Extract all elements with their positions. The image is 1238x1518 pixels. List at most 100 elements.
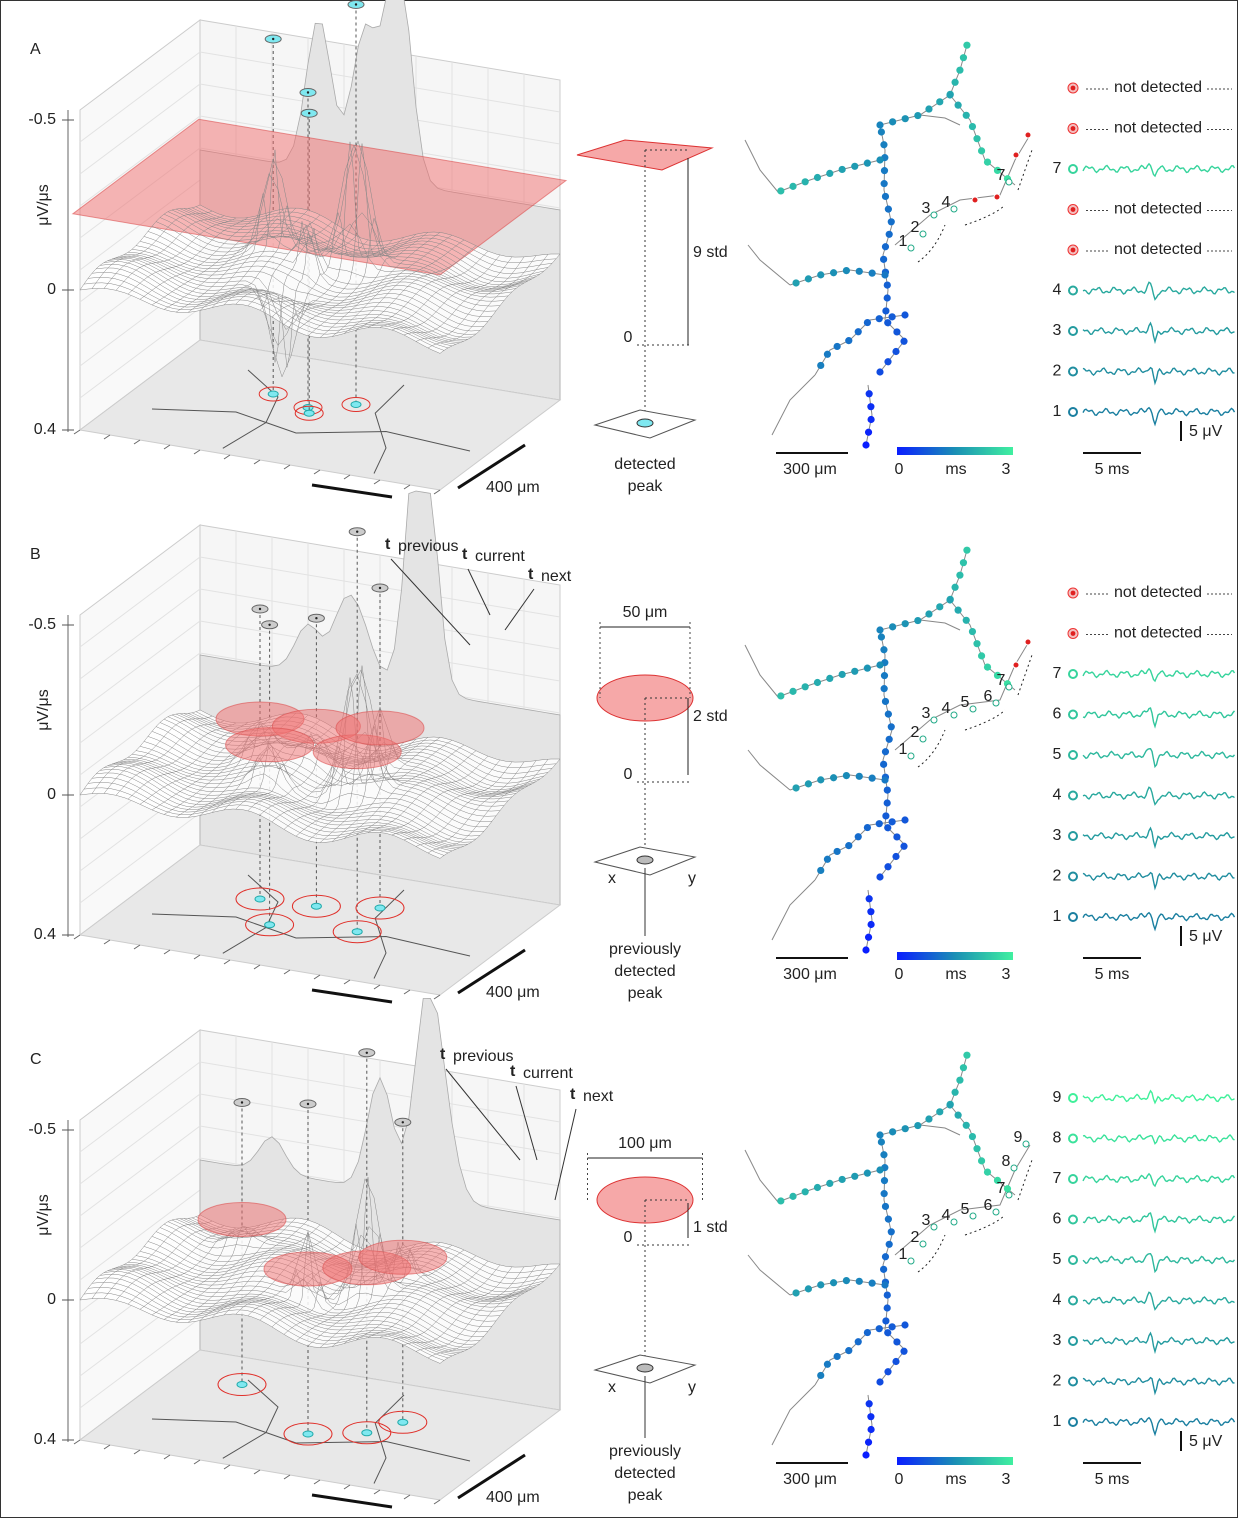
scale-label: 400 μm (486, 1489, 540, 1506)
time-label: t (510, 1063, 516, 1080)
trace-marker (1071, 591, 1076, 596)
axon-electrode (876, 1166, 883, 1173)
floor-tick (164, 445, 170, 449)
axon-electrode (792, 1289, 799, 1296)
axon-electrode (830, 774, 837, 781)
colorbar-label: ms (945, 461, 966, 478)
axon-electrode (884, 1329, 891, 1336)
numbered-electrode (1006, 684, 1012, 690)
threshold-zero: 0 (624, 329, 633, 346)
electrode-number: 5 (961, 694, 970, 711)
floor-peak (304, 410, 314, 416)
peak-spot (637, 1364, 653, 1372)
electrode-number: 1 (899, 1246, 908, 1263)
axon-electrode (881, 776, 888, 783)
propagation-arrow (918, 730, 945, 767)
trace-marker (1069, 1378, 1077, 1386)
trace-marker (1069, 165, 1077, 173)
floor-tick (134, 1450, 140, 1454)
floor-tick (74, 430, 80, 434)
numbered-electrode (951, 712, 957, 718)
numbered-electrode (920, 736, 926, 742)
axon-electrode (817, 362, 824, 369)
axon-electrode (984, 1168, 991, 1175)
axon-electrode (955, 607, 962, 614)
axon-electrode (882, 1317, 889, 1324)
y-tick-label: -0.5 (28, 111, 56, 128)
electrode-number: 6 (984, 688, 993, 705)
trace (1083, 828, 1235, 846)
axon-electrode (889, 1128, 896, 1135)
colorbar-label: 0 (895, 1471, 904, 1488)
electrode-number: 1 (899, 741, 908, 758)
axon-electrode (956, 67, 963, 74)
electrode-number: 3 (922, 200, 931, 217)
axon-electrode (884, 799, 891, 806)
axon-electrode (876, 121, 883, 128)
axon-electrode (826, 1180, 833, 1187)
axon-electrode (817, 867, 824, 874)
axon-electrode (914, 1122, 921, 1129)
trace-marker (1069, 832, 1077, 840)
y-tick-label: 0.4 (34, 926, 56, 943)
axon-electrode (869, 270, 876, 277)
axon-electrode (882, 812, 889, 819)
axon-electrode (826, 170, 833, 177)
axon-electrode (882, 307, 889, 314)
axon-electrode (960, 559, 967, 566)
axon-electrode (881, 672, 888, 679)
floor-tick (224, 1465, 230, 1469)
threshold-disc (336, 711, 424, 745)
axon-electrode (888, 1228, 895, 1235)
floor-tick (404, 990, 410, 994)
axon-electrode (978, 147, 985, 154)
trace (1083, 164, 1235, 176)
undetected-electrode (1013, 662, 1019, 668)
peak-spot (637, 856, 653, 864)
axon-electrode (878, 128, 885, 135)
numbered-electrode (993, 1209, 999, 1215)
axon-electrode (901, 1321, 908, 1328)
numbered-electrode (1006, 1192, 1012, 1198)
colorbar-label: 3 (1002, 966, 1011, 983)
axon-electrode (889, 623, 896, 630)
undetected-electrode (994, 194, 1000, 200)
electrode-number: 7 (997, 672, 1006, 689)
axon-electrode (851, 1173, 858, 1180)
trace-marker (1071, 207, 1076, 212)
axon-electrode (845, 337, 852, 344)
electrode-number: 1 (899, 233, 908, 250)
scale-label: 400 μm (486, 479, 540, 496)
propagation-arrow (918, 1235, 945, 1272)
trace-marker (1069, 711, 1077, 719)
floor-peak (351, 402, 361, 408)
axon-electrode (802, 1188, 809, 1195)
axon-electrode (876, 156, 883, 163)
axon-electrode (885, 711, 892, 718)
trace (1083, 282, 1235, 299)
floor-tick (194, 450, 200, 454)
trace-marker (1069, 1094, 1077, 1102)
axon-electrode (978, 1157, 985, 1164)
trace-marker (1069, 1418, 1077, 1426)
axon-electrode (839, 1176, 846, 1183)
trace-number: 3 (1053, 1332, 1062, 1349)
panel: A-0.500.4μV/μs400 μm9 std0detectedpeak12… (28, 0, 1234, 497)
threshold-level: 9 std (693, 244, 728, 261)
y-tick-label: 0 (47, 1291, 56, 1308)
trace-number: 4 (1053, 1292, 1062, 1309)
axon-electrode (866, 1400, 873, 1407)
axon-electrode (881, 1281, 888, 1288)
axon-electrode (866, 895, 873, 902)
axon-electrode (881, 685, 888, 692)
axon-electrode (973, 135, 980, 142)
trace-number: 4 (1053, 282, 1062, 299)
trace (1083, 1333, 1235, 1351)
time-label-sub: next (583, 1088, 614, 1105)
width-label: 50 μm (623, 604, 668, 621)
numbered-electrode (1023, 1141, 1029, 1147)
numbered-electrode (908, 245, 914, 251)
trace-marker (1069, 287, 1077, 295)
numbered-electrode (951, 1219, 957, 1225)
peak-marker-dot (355, 3, 357, 5)
